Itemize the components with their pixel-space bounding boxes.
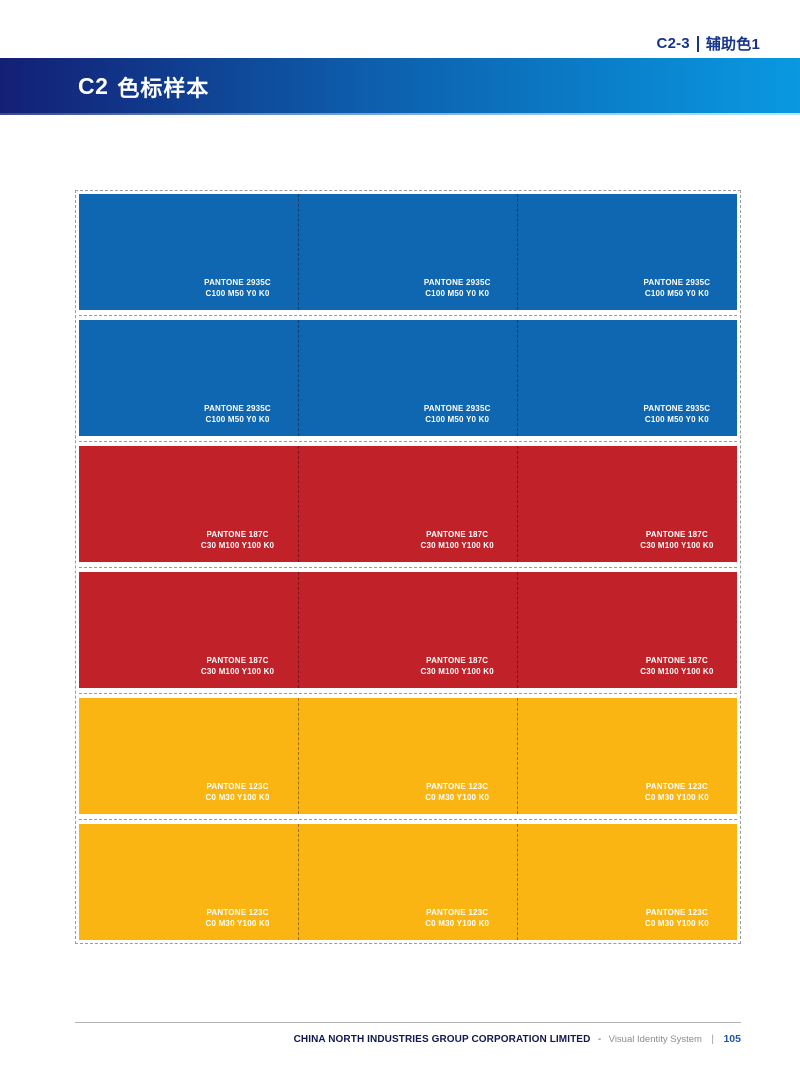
chip-cmyk: C100 M50 Y0 K0 <box>205 288 270 298</box>
chip-pantone: PANTONE 187C <box>426 530 489 539</box>
section-code: C2-3 <box>656 35 690 52</box>
chip-pantone: PANTONE 123C <box>426 782 489 791</box>
color-chip: PANTONE 2935C C100 M50 Y0 K0 <box>297 194 518 310</box>
cut-line <box>79 310 737 320</box>
chip-cmyk: C100 M50 Y0 K0 <box>425 288 490 298</box>
color-chip: PANTONE 187C C30 M100 Y100 K0 <box>79 446 298 562</box>
swatch-row-blue-2: PANTONE 2935C C100 M50 Y0 K0 PANTONE 293… <box>79 320 737 436</box>
page-title-text: 色标样本 <box>117 75 210 101</box>
chip-pantone: PANTONE 187C <box>206 530 269 539</box>
cut-line <box>79 436 737 446</box>
color-chip: PANTONE 123C C0 M30 Y100 K0 <box>79 698 298 814</box>
color-chip: PANTONE 2935C C100 M50 Y0 K0 <box>297 320 518 436</box>
chip-cmyk: C100 M50 Y0 K0 <box>205 414 270 424</box>
chip-cmyk: C100 M50 Y0 K0 <box>644 414 709 424</box>
chip-cmyk: C0 M30 Y100 K0 <box>205 918 270 928</box>
chip-label: PANTONE 187C C30 M100 Y100 K0 <box>188 530 286 551</box>
chip-pantone: PANTONE 2935C <box>423 278 491 287</box>
chip-pantone: PANTONE 187C <box>426 656 489 665</box>
footer-separator-bar: | <box>711 1034 715 1045</box>
swatch-row-yellow-2: PANTONE 123C C0 M30 Y100 K0 PANTONE 123C… <box>79 824 737 940</box>
chip-pantone: PANTONE 2935C <box>423 404 491 413</box>
swatch-row-blue-1: PANTONE 2935C C100 M50 Y0 K0 PANTONE 293… <box>79 194 737 310</box>
chip-pantone: PANTONE 123C <box>206 908 269 917</box>
chip-cmyk: C30 M100 Y100 K0 <box>200 666 275 676</box>
color-chip: PANTONE 123C C0 M30 Y100 K0 <box>297 824 518 940</box>
chip-pantone: PANTONE 187C <box>645 530 708 539</box>
chip-pantone: PANTONE 2935C <box>204 278 271 287</box>
swatch-row-yellow-1: PANTONE 123C C0 M30 Y100 K0 PANTONE 123C… <box>79 698 737 814</box>
chip-cmyk: C0 M30 Y100 K0 <box>644 792 709 802</box>
chip-label: PANTONE 2935C C100 M50 Y0 K0 <box>628 404 726 425</box>
color-chip: PANTONE 123C C0 M30 Y100 K0 <box>517 698 737 814</box>
chip-label: PANTONE 2935C C100 M50 Y0 K0 <box>628 278 726 299</box>
chip-label: PANTONE 123C C0 M30 Y100 K0 <box>628 782 726 803</box>
color-chip: PANTONE 187C C30 M100 Y100 K0 <box>517 446 737 562</box>
section-label: C2-3 辅助色1 <box>657 33 760 54</box>
page-title-code: C2 <box>78 73 109 99</box>
color-chip: PANTONE 187C C30 M100 Y100 K0 <box>297 446 518 562</box>
color-chip: PANTONE 2935C C100 M50 Y0 K0 <box>79 194 298 310</box>
color-chip: PANTONE 2935C C100 M50 Y0 K0 <box>517 194 737 310</box>
color-chip: PANTONE 2935C C100 M50 Y0 K0 <box>517 320 737 436</box>
chip-label: PANTONE 2935C C100 M50 Y0 K0 <box>408 278 506 299</box>
chip-label: PANTONE 123C C0 M30 Y100 K0 <box>188 908 286 929</box>
footer-page-number: 105 <box>723 1033 741 1045</box>
chip-pantone: PANTONE 187C <box>645 656 708 665</box>
chip-label: PANTONE 187C C30 M100 Y100 K0 <box>628 656 726 677</box>
color-chip: PANTONE 2935C C100 M50 Y0 K0 <box>79 320 298 436</box>
chip-label: PANTONE 187C C30 M100 Y100 K0 <box>408 530 506 551</box>
chip-label: PANTONE 2935C C100 M50 Y0 K0 <box>188 278 286 299</box>
footer-dash: - <box>597 1034 602 1045</box>
chip-pantone: PANTONE 2935C <box>643 404 711 413</box>
chip-pantone: PANTONE 2935C <box>643 278 711 287</box>
chip-label: PANTONE 123C C0 M30 Y100 K0 <box>408 782 506 803</box>
cut-line <box>79 814 737 824</box>
color-chip: PANTONE 187C C30 M100 Y100 K0 <box>79 572 298 688</box>
footer-system-name: Visual Identity System <box>608 1034 702 1045</box>
title-bar: C2 色标样本 <box>0 58 800 115</box>
chip-cmyk: C0 M30 Y100 K0 <box>425 918 490 928</box>
chip-label: PANTONE 2935C C100 M50 Y0 K0 <box>188 404 286 425</box>
page-footer: CHINA NORTH INDUSTRIES GROUP CORPORATION… <box>75 1022 741 1047</box>
chip-cmyk: C30 M100 Y100 K0 <box>420 666 494 676</box>
chip-label: PANTONE 2935C C100 M50 Y0 K0 <box>408 404 506 425</box>
color-chip: PANTONE 187C C30 M100 Y100 K0 <box>297 572 518 688</box>
color-chip: PANTONE 123C C0 M30 Y100 K0 <box>517 824 737 940</box>
chip-label: PANTONE 123C C0 M30 Y100 K0 <box>188 782 286 803</box>
chip-pantone: PANTONE 123C <box>426 908 489 917</box>
chip-cmyk: C30 M100 Y100 K0 <box>420 540 494 550</box>
footer-company-name: CHINA NORTH INDUSTRIES GROUP CORPORATION… <box>293 1034 591 1045</box>
chip-label: PANTONE 123C C0 M30 Y100 K0 <box>628 908 726 929</box>
chip-cmyk: C0 M30 Y100 K0 <box>425 792 490 802</box>
chip-cmyk: C0 M30 Y100 K0 <box>644 918 709 928</box>
chip-cmyk: C30 M100 Y100 K0 <box>640 540 714 550</box>
chip-cmyk: C30 M100 Y100 K0 <box>200 540 275 550</box>
section-divider-bar <box>696 35 699 52</box>
cut-line <box>79 562 737 572</box>
color-chip: PANTONE 123C C0 M30 Y100 K0 <box>297 698 518 814</box>
swatch-row-red-1: PANTONE 187C C30 M100 Y100 K0 PANTONE 18… <box>79 446 737 562</box>
color-chip: PANTONE 187C C30 M100 Y100 K0 <box>517 572 737 688</box>
chip-cmyk: C100 M50 Y0 K0 <box>425 414 490 424</box>
chip-pantone: PANTONE 187C <box>206 656 269 665</box>
chip-cmyk: C0 M30 Y100 K0 <box>205 792 270 802</box>
chip-pantone: PANTONE 2935C <box>204 404 271 413</box>
swatch-row-red-2: PANTONE 187C C30 M100 Y100 K0 PANTONE 18… <box>79 572 737 688</box>
chip-pantone: PANTONE 123C <box>645 908 708 917</box>
chip-pantone: PANTONE 123C <box>206 782 269 791</box>
cut-line <box>79 688 737 698</box>
chip-pantone: PANTONE 123C <box>645 782 708 791</box>
chip-label: PANTONE 187C C30 M100 Y100 K0 <box>628 530 726 551</box>
chip-cmyk: C30 M100 Y100 K0 <box>640 666 714 676</box>
chip-label: PANTONE 187C C30 M100 Y100 K0 <box>408 656 506 677</box>
chip-cmyk: C100 M50 Y0 K0 <box>644 288 709 298</box>
chip-label: PANTONE 187C C30 M100 Y100 K0 <box>188 656 286 677</box>
section-name: 辅助色1 <box>705 36 760 53</box>
chip-label: PANTONE 123C C0 M30 Y100 K0 <box>408 908 506 929</box>
color-swatch-grid: PANTONE 2935C C100 M50 Y0 K0 PANTONE 293… <box>75 190 741 944</box>
color-chip: PANTONE 123C C0 M30 Y100 K0 <box>79 824 298 940</box>
